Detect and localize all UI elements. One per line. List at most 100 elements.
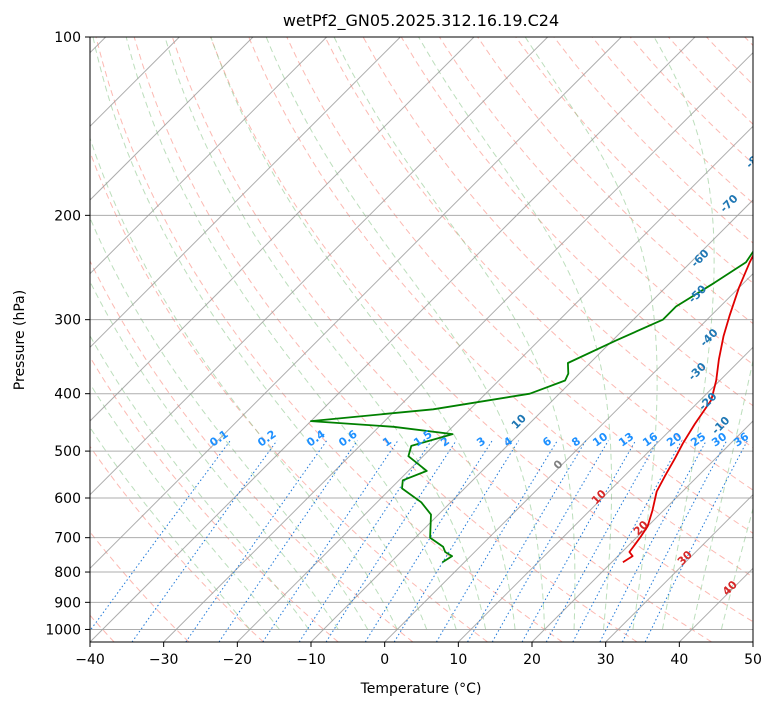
mixing-ratio-line — [435, 440, 558, 642]
moist-adiabat — [720, 506, 753, 630]
x-tick-label: 0 — [380, 652, 389, 668]
dry-adiabat — [286, 37, 753, 534]
isotherm — [531, 420, 753, 642]
mixing-ratio-label: 3 — [474, 434, 488, 449]
dry-adiabat — [324, 37, 753, 491]
x-tick-label: −10 — [296, 652, 326, 668]
dry-adiabat — [90, 531, 190, 642]
y-axis-label: Pressure (hPa) — [12, 290, 28, 390]
mixing-ratio-line — [491, 440, 609, 642]
x-tick-label: 10 — [449, 652, 467, 668]
dry-adiabat-label: -60 — [688, 246, 711, 269]
x-tick-label: 20 — [523, 652, 541, 668]
x-tick-label: −30 — [149, 652, 179, 668]
moist-adiabat — [333, 37, 576, 630]
mixing-ratio-label: 0.2 — [255, 428, 278, 450]
y-axis: 100 200 300 400 500 600 700 800 900 1000 — [45, 30, 90, 638]
dry-adiabat — [210, 37, 753, 623]
moist-adiabat — [265, 37, 546, 630]
mixing-ratio-line — [90, 440, 231, 632]
mixing-ratio-label: 13 — [616, 430, 636, 449]
dry-adiabat-label: -90 — [763, 94, 775, 117]
mixing-ratio-line — [521, 440, 637, 642]
moist-adiabat — [125, 37, 457, 630]
y-tick-label: 700 — [54, 531, 81, 547]
mixing-ratio-line — [644, 440, 748, 642]
isotherm — [90, 37, 696, 642]
isotherm — [90, 37, 328, 275]
isotherm — [310, 199, 753, 642]
y-tick-label: 200 — [54, 208, 81, 224]
moist-adiabat — [164, 37, 487, 630]
mixing-ratio-label: 0.6 — [336, 427, 360, 449]
isotherm — [163, 51, 753, 642]
isotherm — [384, 272, 753, 642]
mixing-ratio-line — [599, 440, 707, 642]
moist-adiabat — [92, 37, 428, 630]
x-tick-label: 40 — [670, 652, 688, 668]
mixing-ratio-label: 6 — [540, 434, 554, 449]
background-lines — [90, 37, 753, 642]
mixing-ratio-label: 36 — [731, 430, 751, 450]
isotherm — [457, 346, 753, 642]
dry-adiabat — [90, 150, 488, 642]
mixing-ratio-label: 0.4 — [304, 427, 328, 449]
x-axis: −40 −30 −20 −10 0 10 20 30 40 50 — [75, 642, 762, 668]
dry-adiabat — [95, 37, 563, 642]
dry-adiabat — [133, 37, 638, 642]
temperature-line — [622, 253, 753, 563]
moist-adiabat-label: 10 — [589, 487, 609, 507]
moist-adiabat — [90, 382, 280, 630]
isotherm — [236, 125, 753, 642]
moist-adiabat-label: 40 — [720, 578, 740, 598]
isotherm — [90, 37, 549, 496]
sounding-series — [309, 250, 753, 563]
mixing-ratio-line — [185, 440, 328, 642]
moist-adiabat — [210, 37, 516, 630]
plot-frame — [89, 36, 754, 643]
x-tick-label: −20 — [223, 652, 253, 668]
dry-adiabat — [171, 37, 712, 642]
dry-adiabat — [90, 445, 264, 642]
mixing-ratio-line — [325, 440, 457, 642]
dry-adiabat — [515, 37, 753, 284]
dry-adiabat — [90, 356, 339, 642]
mixing-ratio-line — [393, 440, 520, 642]
mixing-ratio-line — [364, 440, 493, 642]
mixing-ratio-line — [131, 440, 278, 642]
mixing-ratio-label: 16 — [640, 430, 660, 450]
dry-adiabat — [744, 37, 753, 47]
dry-adiabat — [477, 37, 753, 325]
mixing-ratio-line — [467, 440, 587, 642]
dry-adiabat — [706, 37, 753, 86]
mixing-ratio-label: 30 — [709, 430, 729, 450]
x-tick-label: −40 — [75, 652, 105, 668]
mixing-ratio-line — [262, 440, 399, 642]
dry-adiabat-label: -40 — [697, 326, 720, 349]
dry-adiabat-label: -70 — [717, 192, 740, 215]
x-tick-label: 50 — [744, 652, 762, 668]
moist-adiabat — [90, 426, 251, 630]
isotherm — [90, 37, 622, 570]
moist-adiabat-label: 20 — [631, 518, 651, 538]
mixing-ratio-line — [545, 440, 659, 642]
x-axis-label: Temperature (°C) — [360, 681, 482, 697]
y-tick-label: 1000 — [45, 622, 81, 638]
isotherm — [752, 641, 753, 642]
mixing-ratio-line — [298, 440, 432, 642]
moist-adiabat — [691, 358, 753, 630]
moist-adiabat-label: 30 — [675, 548, 695, 568]
dry-adiabat-label: -80 — [743, 148, 766, 171]
mixing-ratio-line — [218, 440, 358, 642]
isotherm — [678, 567, 753, 642]
moist-adiabat — [90, 280, 339, 630]
x-tick-label: 30 — [597, 652, 615, 668]
mixing-ratio-line — [572, 440, 683, 642]
isotherm — [90, 37, 401, 349]
moist-adiabat — [653, 37, 715, 630]
dewpoint-line — [309, 250, 753, 563]
y-tick-label: 600 — [54, 491, 81, 507]
dry-adiabat-label: 10 — [509, 412, 529, 432]
moist-adiabat — [90, 334, 310, 630]
moist-adiabat — [90, 136, 398, 630]
